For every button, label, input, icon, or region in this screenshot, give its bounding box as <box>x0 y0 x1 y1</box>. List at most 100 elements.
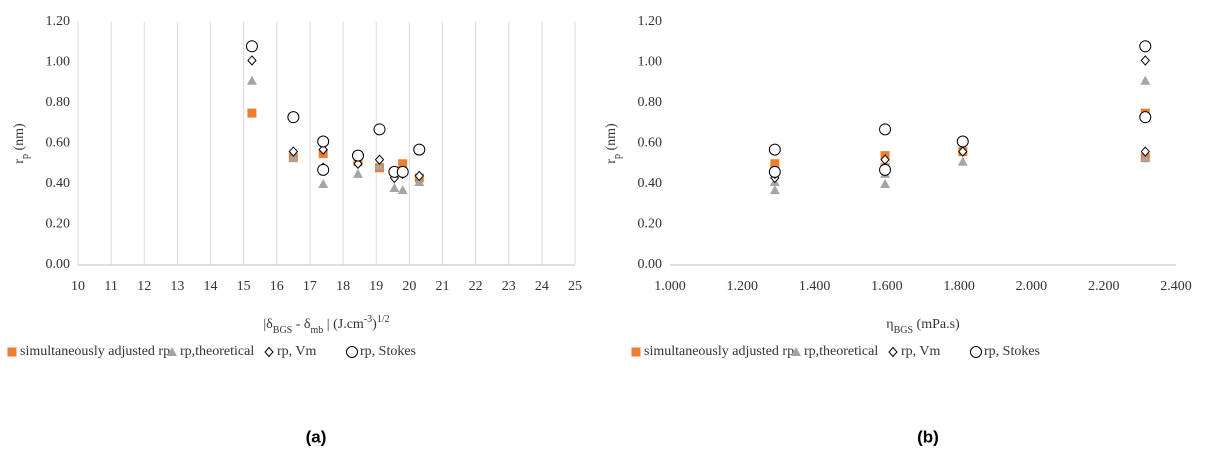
triangle-marker <box>880 179 891 188</box>
circle-marker <box>768 143 781 156</box>
diamond-marker <box>1140 55 1150 66</box>
square-marker <box>7 347 17 357</box>
caption: (b) <box>917 427 939 446</box>
legend-label: rp, Stokes <box>984 344 1040 359</box>
legend-label: rp,theoretical <box>180 344 254 359</box>
x-axis-label-part: mb <box>311 325 324 336</box>
circle-marker <box>413 143 426 156</box>
y-axis-label-part: r <box>604 159 619 164</box>
triangle-marker <box>1140 75 1151 85</box>
x-axis-label-part: BGS <box>273 325 292 336</box>
legend-label: rp, Vm <box>901 344 941 359</box>
y-tick-label: 1.20 <box>46 14 71 29</box>
circle-marker <box>768 165 781 178</box>
x-axis-label-part: ) <box>372 317 377 332</box>
diamond-marker <box>374 154 385 165</box>
diamond-marker <box>353 158 363 170</box>
triangle-marker <box>288 152 299 162</box>
x-tick-label: 1.000 <box>654 279 686 294</box>
square-marker <box>631 347 641 357</box>
x-axis-label: ηBGS (mPa.s) <box>886 317 960 336</box>
circle-marker <box>317 135 330 148</box>
triangle-marker <box>374 160 385 170</box>
triangle-marker <box>769 185 780 195</box>
triangle-marker <box>791 347 801 356</box>
y-tick-label: 0.80 <box>46 95 71 110</box>
y-tick-label: 1.20 <box>638 14 663 29</box>
y-tick-label: 0.20 <box>638 217 663 232</box>
x-tick-label: 23 <box>502 279 516 294</box>
diamond-marker <box>888 346 898 358</box>
triangle-marker <box>352 168 363 178</box>
x-tick-label: 21 <box>435 279 449 294</box>
y-tick-label: 1.00 <box>46 55 71 70</box>
circle-marker <box>351 149 364 162</box>
x-axis-label-part: -3 <box>364 314 372 325</box>
x-tick-label: 14 <box>204 279 218 294</box>
triangle-marker <box>167 347 177 356</box>
y-axis-label-part: (nm) <box>12 123 27 154</box>
y-axis-label-part: p <box>20 154 31 159</box>
x-tick-label: 1.600 <box>871 279 903 294</box>
diamond-marker <box>264 346 274 358</box>
y-axis-label-part: (nm) <box>604 123 619 154</box>
y-tick-label: 0.60 <box>638 136 663 151</box>
square-marker <box>770 159 780 169</box>
x-tick-label: 2.000 <box>1016 279 1048 294</box>
x-tick-label: 22 <box>469 279 483 294</box>
x-tick-label: 17 <box>303 279 317 294</box>
x-tick-label: 11 <box>104 279 117 294</box>
triangle-marker <box>318 179 329 188</box>
triangle-marker <box>397 185 408 195</box>
triangle-marker <box>1140 152 1151 162</box>
x-tick-label: 2.400 <box>1160 279 1192 294</box>
triangle-marker <box>389 183 400 193</box>
circle-marker <box>1139 40 1152 53</box>
y-axis-label-part: r <box>12 159 27 164</box>
circle-marker <box>879 163 892 176</box>
chart: 0.00 0.20 0.40 0.60 0.80 1.00 1.20 10 11 12 13 14 15… <box>7 14 582 446</box>
y-axis-label-part: p <box>612 154 623 159</box>
circle-marker <box>317 163 330 176</box>
circle-marker <box>287 111 300 124</box>
x-tick-label: 20 <box>402 279 416 294</box>
y-axis-label: rp (nm) <box>604 123 623 164</box>
x-tick-label: 2.200 <box>1088 279 1120 294</box>
triangle-marker <box>957 156 968 166</box>
triangle-marker <box>414 176 425 186</box>
circle-marker <box>373 123 386 136</box>
y-tick-label: 0.40 <box>638 176 663 191</box>
y-tick-label: 0.00 <box>46 257 71 272</box>
x-axis-label: |δBGS - δmb | (J.cm-3)1/2 <box>263 314 389 336</box>
x-tick-label: 1.400 <box>799 279 831 294</box>
x-axis-label-part: (mPa.s) <box>913 317 960 332</box>
square-marker <box>398 159 408 169</box>
chart: 0.00 0.20 0.40 0.60 0.80 1.00 1.20 1.000 1.200 1.… <box>604 14 1192 446</box>
y-tick-label: 0.40 <box>46 176 71 191</box>
triangle-marker <box>246 75 257 85</box>
diamond-marker <box>318 144 328 155</box>
x-tick-label: 19 <box>369 279 383 294</box>
circle-marker <box>346 346 358 358</box>
x-axis-label-part: BGS <box>894 325 913 336</box>
x-tick-label: 24 <box>535 279 549 294</box>
diamond-marker <box>1140 146 1150 157</box>
x-tick-label: 12 <box>137 279 151 294</box>
legend-label: simultaneously adjusted rp <box>644 344 794 359</box>
y-tick-label: 0.80 <box>638 95 663 110</box>
x-tick-label: 15 <box>237 279 251 294</box>
legend-label: rp, Vm <box>277 344 317 359</box>
x-tick-label: 1.800 <box>943 279 975 294</box>
x-tick-label: 1.200 <box>727 279 759 294</box>
diamond-marker <box>288 146 299 157</box>
y-tick-label: 0.00 <box>638 257 663 272</box>
y-tick-label: 1.00 <box>638 55 663 70</box>
circle-marker <box>970 346 982 358</box>
x-tick-label: 13 <box>170 279 184 294</box>
legend-label: rp, Stokes <box>360 344 416 359</box>
x-tick-label: 25 <box>568 279 582 294</box>
x-axis-label-part: | (J.cm <box>323 317 364 332</box>
circle-marker <box>956 135 969 148</box>
diamond-marker <box>247 55 257 66</box>
